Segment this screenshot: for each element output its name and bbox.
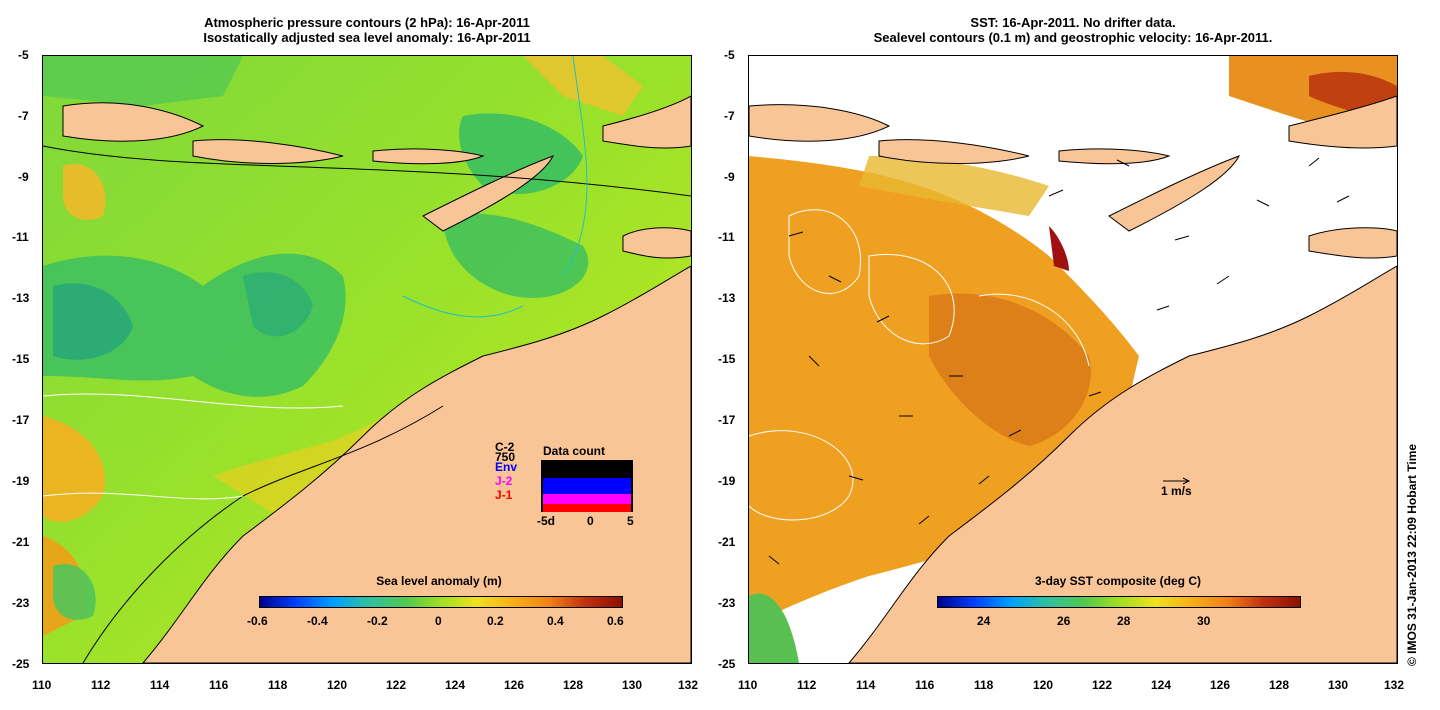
data-count-bars	[541, 460, 633, 512]
right-lon-tick: 116	[915, 678, 935, 692]
satellite-label-j1: J-1	[495, 488, 513, 502]
left-lon-tick: 120	[327, 678, 348, 692]
right-lon-tick: 130	[1328, 678, 1349, 692]
right-lon-tick: 132	[1384, 678, 1405, 692]
left-colorbar-tick-4: 0.2	[487, 614, 504, 628]
data-count-label: Data count	[543, 444, 606, 458]
right-lat-tick: -25	[718, 657, 736, 671]
left-colorbar-tick-5: 0.4	[547, 614, 564, 628]
left-colorbar-tick-6: 0.6	[607, 614, 624, 628]
right-lon-tick: 128	[1269, 678, 1290, 692]
left-lat-tick: -13	[12, 291, 30, 305]
sea-level-anomaly-map	[43, 56, 691, 663]
left-title-line2: Isostatically adjusted sea level anomaly…	[203, 30, 531, 45]
left-map-panel: C-2 750 Env J-2 J-1 Data count -5d 0 5 S…	[42, 55, 692, 664]
right-lat-tick: -11	[718, 230, 735, 244]
right-colorbar-tick-3: 30	[1197, 614, 1211, 628]
data-count-tick-0: 0	[587, 514, 594, 528]
left-colorbar-label: Sea level anomaly (m)	[376, 574, 502, 588]
data-count-inset: C-2 750 Env J-2 J-1 Data count -5d 0 5	[495, 440, 665, 530]
left-lat-tick: -21	[12, 535, 30, 549]
sst-map	[749, 56, 1397, 663]
left-colorbar-tick-2: -0.2	[367, 614, 388, 628]
right-lon-tick: 110	[738, 678, 758, 692]
left-colorbar-tick-3: 0	[435, 614, 442, 628]
left-lon-tick: 130	[622, 678, 643, 692]
satellite-label-env: Env	[495, 460, 518, 474]
right-lat-tick: -15	[718, 352, 736, 366]
left-colorbar	[259, 596, 623, 608]
satellite-label-750: 750	[495, 450, 516, 464]
right-lat-tick: -9	[724, 170, 735, 184]
right-lat-tick: -23	[718, 596, 736, 610]
left-lon-tick: 114	[150, 678, 170, 692]
left-lat-tick: -11	[12, 230, 29, 244]
left-colorbar-tick-1: -0.4	[307, 614, 328, 628]
left-title: Atmospheric pressure contours (2 hPa): 1…	[42, 15, 692, 45]
right-lon-tick: 120	[1033, 678, 1054, 692]
left-colorbar-tick-0: -0.6	[247, 614, 268, 628]
left-lon-tick: 122	[386, 678, 407, 692]
left-lon-tick: 132	[678, 678, 699, 692]
right-lon-tick: 126	[1210, 678, 1231, 692]
imos-credit: © IMOS 31-Jan-2013 22:09 Hobart Time	[1405, 443, 1419, 666]
right-lon-tick: 122	[1092, 678, 1113, 692]
right-lon-tick: 124	[1151, 678, 1172, 692]
left-lon-tick: 110	[32, 678, 52, 692]
right-lat-tick: -21	[718, 535, 736, 549]
right-colorbar-tick-0: 24	[977, 614, 991, 628]
velocity-scale-label: 1 m/s	[1161, 484, 1192, 498]
data-count-tick-minus5: -5d	[537, 514, 555, 528]
left-lat-tick: -23	[12, 596, 30, 610]
left-lon-tick: 126	[504, 678, 525, 692]
left-lat-tick: -19	[12, 474, 30, 488]
right-title: SST: 16-Apr-2011. No drifter data. Seale…	[748, 15, 1398, 45]
right-map-panel: 1 m/s 3-day SST composite (deg C) 24 26 …	[748, 55, 1398, 664]
left-lat-tick: -15	[12, 352, 30, 366]
satellite-label-c2: C-2	[495, 440, 515, 454]
right-lat-tick: -13	[718, 291, 736, 305]
right-lat-tick: -5	[724, 48, 735, 62]
right-colorbar-tick-2: 28	[1117, 614, 1131, 628]
velocity-scale-arrow	[1163, 477, 1191, 485]
data-count-tick-5: 5	[627, 514, 634, 528]
right-lat-tick: -17	[718, 413, 736, 427]
right-title-line1: SST: 16-Apr-2011. No drifter data.	[970, 15, 1176, 30]
right-colorbar-label: 3-day SST composite (deg C)	[1034, 574, 1202, 588]
right-lon-tick: 112	[797, 678, 817, 692]
right-lat-tick: -19	[718, 474, 736, 488]
left-lat-tick: -9	[18, 170, 29, 184]
left-lat-tick: -17	[12, 413, 30, 427]
velocity-vectors	[768, 157, 1350, 565]
right-title-line2: Sealevel contours (0.1 m) and geostrophi…	[873, 30, 1273, 45]
left-lon-tick: 128	[563, 678, 584, 692]
left-lon-tick: 112	[91, 678, 111, 692]
satellite-label-j2: J-2	[495, 474, 513, 488]
right-lat-tick: -7	[724, 109, 735, 123]
right-lon-tick: 118	[974, 678, 994, 692]
left-lat-tick: -25	[12, 657, 30, 671]
right-colorbar	[937, 596, 1301, 608]
right-lon-tick: 114	[856, 678, 876, 692]
left-lon-tick: 116	[209, 678, 229, 692]
left-lat-tick: -5	[18, 48, 29, 62]
left-title-line1: Atmospheric pressure contours (2 hPa): 1…	[204, 15, 530, 30]
right-colorbar-tick-1: 26	[1057, 614, 1071, 628]
left-lat-tick: -7	[18, 109, 29, 123]
left-lon-tick: 118	[268, 678, 288, 692]
left-lon-tick: 124	[445, 678, 466, 692]
